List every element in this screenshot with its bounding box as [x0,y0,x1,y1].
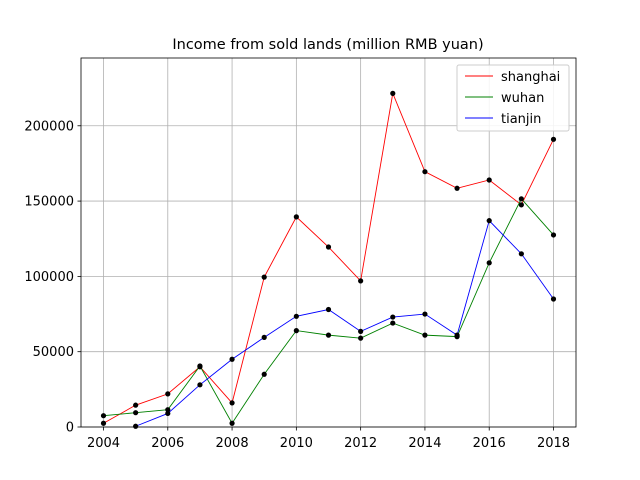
data-point-shanghai [358,278,364,284]
x-tick-label: 2014 [408,436,441,451]
y-tick-label: 100000 [24,270,74,285]
data-point-wuhan [229,420,235,426]
y-tick-label: 200000 [24,119,74,134]
x-tick-label: 2018 [537,436,570,451]
chart-title: Income from sold lands (million RMB yuan… [172,37,483,53]
data-point-wuhan [486,260,492,266]
data-point-shanghai [293,214,299,220]
data-point-wuhan [100,413,107,419]
series-lines [103,91,554,427]
data-point-tianjin [454,332,460,338]
data-point-wuhan [133,410,139,416]
data-point-tianjin [293,313,299,319]
data-point-wuhan [197,363,203,369]
data-point-shanghai [518,202,524,208]
y-tick-label: 0 [66,421,74,436]
x-tick-label: 2010 [280,436,313,451]
data-point-wuhan [261,371,267,377]
data-point-shanghai [422,169,428,175]
axes: 2004 2006 2008 2010 2012 2014 2016 2018 0 50000 10… [24,57,577,451]
data-point-shanghai [550,136,557,142]
legend-label-tianjin: tianjin [501,112,541,127]
legend-label-shanghai: shanghai [501,70,560,85]
data-point-tianjin [325,306,332,313]
x-tick-label: 2016 [473,436,506,451]
data-point-tianjin [197,382,203,388]
data-point-tianjin [229,356,235,362]
x-tick-label: 2006 [151,436,184,451]
legend-box [456,64,570,132]
y-tick-label: 50000 [33,345,74,360]
data-point-shanghai [390,90,396,96]
data-point-wuhan [422,332,428,338]
data-point-tianjin [486,218,492,224]
x-tick-label: 2004 [87,436,120,451]
data-point-shanghai [100,420,107,426]
data-point-shanghai [454,185,460,191]
data-point-tianjin [518,251,524,257]
plot-frame [80,57,577,428]
data-point-shanghai [325,244,332,250]
x-tick-label: 2008 [216,436,249,451]
data-point-shanghai [229,400,235,406]
series-line-tianjin [135,219,554,427]
data-point-tianjin [390,314,396,320]
data-point-wuhan [358,335,364,341]
series-line-shanghai [103,91,554,424]
data-point-wuhan [518,196,524,202]
data-point-tianjin [133,423,139,429]
data-point-wuhan [293,328,299,334]
data-point-shanghai [165,391,171,397]
data-point-wuhan [390,320,396,326]
data-point-wuhan [325,332,332,338]
data-point-tianjin [550,296,557,302]
data-point-shanghai [486,177,492,183]
legend: shanghai wuhan tianjin [456,64,570,132]
data-point-wuhan [165,407,171,413]
data-point-tianjin [358,328,364,334]
data-point-tianjin [261,334,267,340]
data-markers [100,90,557,429]
x-tick-label: 2012 [344,436,377,451]
data-point-wuhan [550,232,557,238]
y-tick-label: 150000 [24,195,74,210]
data-point-shanghai [261,274,267,280]
data-point-shanghai [133,402,139,408]
data-point-tianjin [165,410,171,417]
data-point-tianjin [422,311,428,317]
legend-label-wuhan: wuhan [501,91,544,106]
